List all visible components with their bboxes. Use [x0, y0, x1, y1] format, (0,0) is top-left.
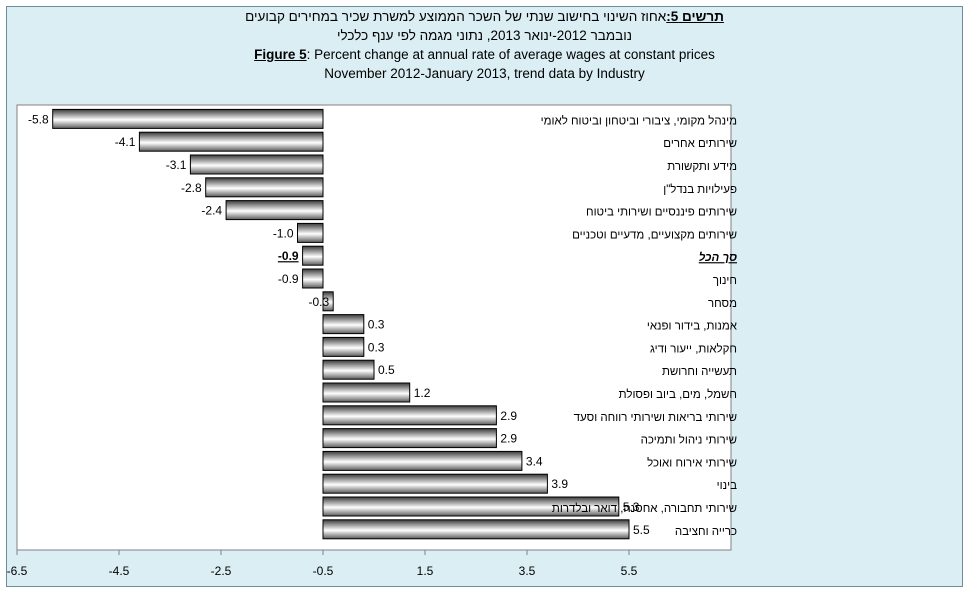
title-hebrew-line-1: תרשים 5:אחוז השינוי בחישוב שנתי של השכר … — [7, 7, 962, 26]
category-label-16: בינוי — [717, 480, 737, 492]
bar-6 — [302, 245, 324, 266]
value-label-11: 0.5 — [378, 363, 395, 377]
category-label-2: מידע ותקשורת — [667, 161, 737, 173]
value-label-1: -4.1 — [115, 135, 136, 149]
title-hebrew-line-2: נובמבר 2012-ינואר 2013, נתוני מגמה לפי ע… — [337, 28, 632, 43]
bar-2 — [189, 154, 324, 175]
bar-1 — [138, 131, 324, 152]
category-label-6: סך הכל — [699, 251, 737, 264]
bar-7 — [302, 268, 324, 289]
bar-3 — [205, 177, 324, 198]
x-tick-label-5: 3.5 — [519, 564, 536, 578]
category-label-7: חינוך — [713, 275, 737, 287]
x-tick-label-2: -2.5 — [211, 564, 232, 578]
value-label-2: -3.1 — [166, 158, 187, 172]
value-label-16: 3.9 — [551, 477, 568, 491]
category-label-14: שירותי ניהול ותמיכה — [641, 434, 737, 447]
bar-9 — [322, 314, 365, 335]
category-label-13: שירותי בריאות ושירותי רווחה וסעד — [574, 412, 737, 424]
title-hebrew-text: אחוז השינוי בחישוב שנתי של השכר הממוצע ל… — [245, 9, 667, 24]
bar-8 — [322, 291, 334, 312]
category-label-3: פעילויות בנדל"ן — [663, 183, 737, 196]
bar-11 — [322, 359, 375, 380]
bar-14 — [322, 428, 497, 449]
value-label-12: 1.2 — [414, 386, 431, 400]
bar-13 — [322, 405, 497, 426]
value-label-5: -1.0 — [273, 226, 294, 240]
x-axis: -6.5 -4.5 -2.5 -0.5 1.5 3.5 5.5 — [7, 550, 638, 578]
x-tick-label-0: -6.5 — [7, 564, 28, 578]
category-label-0: מינהל מקומי, ציבורי וביטחון וביטוח לאומי — [541, 114, 737, 127]
title-english-text: : Percent change at annual rate of avera… — [306, 47, 715, 62]
bar-4 — [225, 200, 324, 221]
x-tick-label-4: 1.5 — [417, 564, 434, 578]
bars-group — [52, 108, 630, 540]
value-label-3: -2.8 — [181, 181, 202, 195]
category-labels-group: מינהל מקומי, ציבורי וביטחון וביטוח לאומי… — [541, 114, 738, 537]
chart-title-block: תרשים 5:אחוז השינוי בחישוב שנתי של השכר … — [7, 7, 962, 83]
value-label-9: 0.3 — [368, 318, 385, 332]
category-label-4: שירותים פיננסיים ושירותי ביטוח — [586, 207, 737, 219]
value-label-0: -5.8 — [28, 112, 49, 126]
value-label-6: -0.9 — [278, 249, 299, 263]
category-label-18: כרייה וחציבה — [675, 526, 737, 538]
bar-16 — [322, 473, 548, 494]
value-label-10: 0.3 — [368, 340, 385, 354]
category-label-17: שירותי תחבורה, אחסנה, דואר ובלדרות — [552, 502, 737, 515]
title-english-line-2: November 2012-January 2013, trend data b… — [324, 66, 645, 81]
bar-17 — [322, 496, 620, 517]
title-english-label: Figure 5 — [254, 47, 307, 62]
category-label-9: אמנות, בידור ופנאי — [647, 321, 738, 333]
value-label-7: -0.9 — [278, 272, 299, 286]
value-labels-group: -5.8 -4.1 -3.1 -2.8 -2.4 -1.0 -0.9 -0.9 -0.3 0.3 0… — [28, 112, 650, 536]
title-english-line-1: Figure 5: Percent change at annual rate … — [7, 45, 962, 64]
value-label-4: -2.4 — [201, 204, 222, 218]
bar-10 — [322, 336, 365, 357]
bar-0 — [52, 108, 324, 129]
bar-5 — [297, 222, 324, 243]
value-label-18: 5.5 — [633, 523, 650, 537]
category-label-8: מסחר — [708, 298, 737, 310]
value-label-13: 2.9 — [500, 409, 517, 423]
bar-18 — [322, 519, 630, 540]
x-tick-label-3: -0.5 — [313, 564, 334, 578]
category-label-11: תעשייה וחרושת — [662, 366, 737, 378]
category-label-1: שירותים אחרים — [663, 138, 737, 150]
value-label-14: 2.9 — [500, 432, 517, 446]
value-label-8: -0.3 — [309, 295, 330, 309]
category-label-5: שירותים מקצועיים, מדעיים וטכניים — [572, 229, 737, 241]
bar-12 — [322, 382, 411, 403]
value-label-15: 3.4 — [526, 454, 543, 468]
value-label-17: 5.3 — [623, 500, 640, 514]
x-tick-label-6: 5.5 — [621, 564, 638, 578]
category-label-15: שירותי אירוח ואוכל — [647, 456, 737, 469]
category-label-10: חקלאות, ייעור ודיג — [650, 342, 737, 355]
x-tick-label-1: -4.5 — [109, 564, 130, 578]
bar-15 — [322, 450, 523, 471]
title-hebrew-label: תרשים 5: — [666, 9, 724, 24]
category-label-12: חשמל, מים, ביוב ופסולת — [619, 388, 737, 401]
